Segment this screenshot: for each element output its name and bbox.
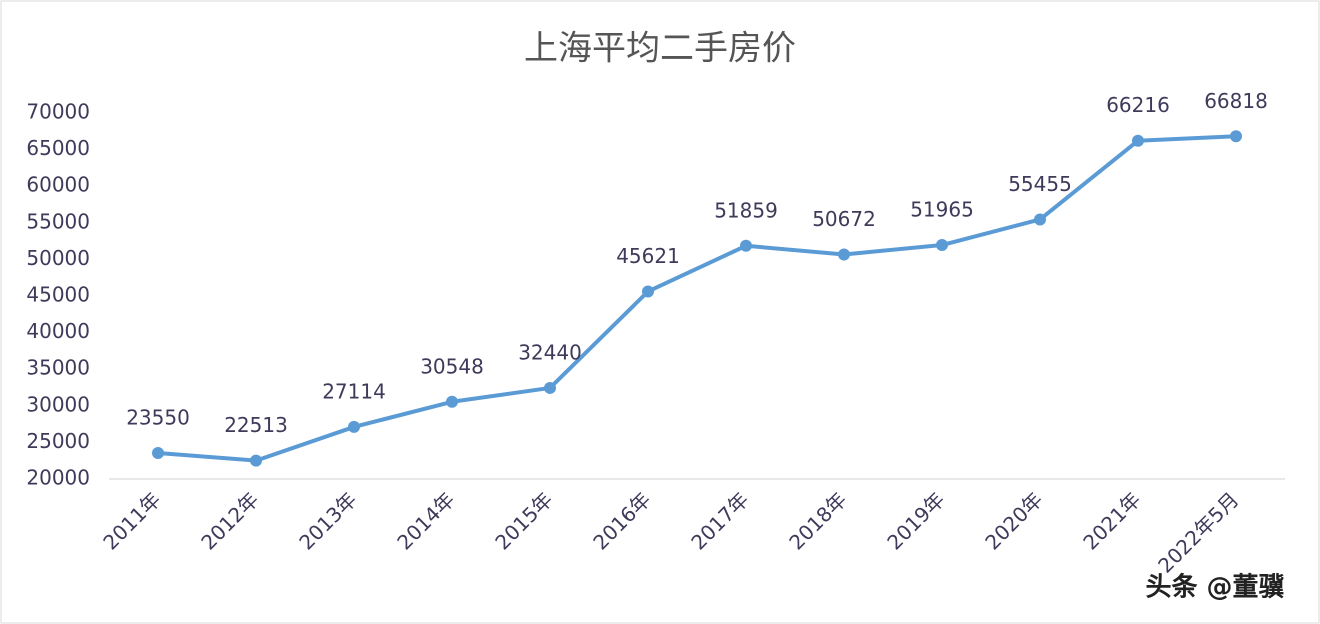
y-tick-label: 55000 [26, 209, 90, 233]
data-label: 27114 [322, 379, 386, 403]
watermark: 头条 @董骥 [1145, 573, 1284, 603]
point [740, 239, 752, 252]
y-tick-label: 60000 [26, 173, 90, 197]
y-tick-label: 35000 [26, 356, 90, 380]
y-tick-label: 45000 [26, 283, 90, 307]
data-label: 32440 [518, 340, 582, 364]
point [838, 248, 850, 261]
y-tick-label: 70000 [26, 100, 90, 124]
y-tick-label: 20000 [26, 466, 90, 490]
point [152, 447, 164, 460]
data-label: 23550 [126, 406, 190, 430]
chart-title: 上海平均二手房价 [524, 29, 796, 69]
point [348, 420, 360, 433]
data-label: 66818 [1204, 89, 1268, 113]
data-label: 45621 [616, 244, 680, 268]
point [1132, 134, 1144, 147]
point [544, 381, 556, 394]
y-tick-label: 65000 [26, 136, 90, 160]
line [157, 134, 1237, 463]
data-label: 51965 [910, 198, 974, 222]
point [1230, 130, 1242, 143]
y-tick-label: 50000 [26, 246, 90, 270]
point [446, 395, 458, 408]
y-tick-label: 30000 [26, 392, 90, 416]
data-label: 30548 [420, 354, 484, 378]
data-label: 55455 [1008, 172, 1072, 196]
y-tick-label: 25000 [26, 429, 90, 453]
point [250, 454, 262, 467]
data-label: 50672 [812, 207, 876, 231]
data-label: 22513 [224, 413, 288, 437]
point [1034, 213, 1046, 226]
data-label: 51859 [714, 198, 778, 222]
point [936, 239, 948, 252]
y-tick-label: 40000 [26, 319, 90, 343]
data-label: 66216 [1106, 93, 1170, 117]
point [642, 285, 654, 298]
